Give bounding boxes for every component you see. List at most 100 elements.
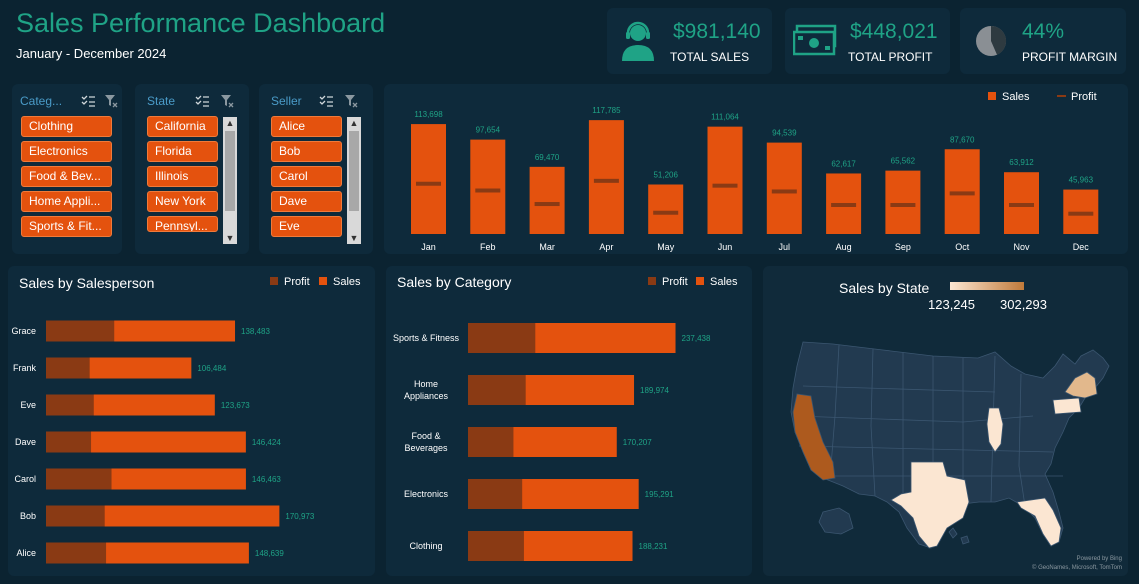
bar-sales-feb — [470, 139, 506, 234]
slicer-item-florida[interactable]: Florida — [147, 141, 218, 162]
bar-profit-electronics — [468, 479, 523, 509]
tick-label-mar: Mar — [539, 242, 555, 252]
scroll-up-icon[interactable]: ▲ — [349, 118, 359, 128]
salesperson-title: Sales by Salesperson — [19, 275, 155, 291]
multi-select-icon[interactable] — [195, 94, 209, 108]
bar-sales-jul — [766, 142, 802, 234]
state-hawaii — [948, 527, 970, 545]
pie-icon — [976, 25, 1007, 56]
multi-select-icon[interactable] — [319, 94, 333, 108]
slicer-seller-scrollbar[interactable]: ▲ ▼ — [347, 117, 361, 244]
map-attribution-bing: Powered by Bing — [1076, 556, 1122, 562]
us-map[interactable] — [763, 266, 1128, 576]
slicer-item-home-appliances[interactable]: Home Appli... — [21, 191, 112, 212]
date-range: January - December 2024 — [16, 46, 167, 61]
data-label-jun: 111,064 — [711, 113, 739, 122]
legend-sales-swatch — [319, 277, 327, 285]
state-california[interactable] — [792, 393, 836, 481]
bar-profit-alice — [46, 542, 107, 564]
slicer-item-california[interactable]: California — [147, 116, 218, 137]
tick-label-home-appliances: Appliances — [404, 391, 449, 401]
clear-filter-icon[interactable] — [104, 94, 118, 108]
slicer-seller: Seller Alice Bob Carol Dave Eve ▲ ▼ — [259, 84, 373, 254]
kpi-total-profit-label: TOTAL PROFIT — [848, 50, 933, 64]
data-label-mar: 69,470 — [535, 153, 560, 162]
state-illinois[interactable] — [986, 407, 1004, 453]
slicer-item-clothing[interactable]: Clothing — [21, 116, 112, 137]
slicer-item-electronics[interactable]: Electronics — [21, 141, 112, 162]
clear-filter-icon[interactable] — [220, 94, 234, 108]
bar-sales-jun — [707, 126, 743, 234]
legend-profit-swatch — [648, 277, 656, 285]
slicer-item-alice[interactable]: Alice — [271, 116, 342, 137]
scroll-thumb[interactable] — [349, 131, 359, 211]
bar-profit-eve — [46, 394, 94, 416]
scroll-down-icon[interactable]: ▼ — [349, 233, 359, 243]
legend-sales: Sales — [319, 276, 361, 288]
bar-sales-sep — [885, 170, 921, 234]
marker-profit-sep — [890, 203, 916, 207]
data-label-eve: 123,673 — [221, 401, 250, 410]
tick-label-may: May — [657, 242, 675, 252]
marker-profit-apr — [593, 178, 619, 183]
slicer-state-scrollbar[interactable]: ▲ ▼ — [223, 117, 237, 244]
tick-label-sep: Sep — [895, 242, 911, 252]
page-title: Sales Performance Dashboard — [16, 8, 386, 38]
slicer-item-food[interactable]: Food & Bev... — [21, 166, 112, 187]
marker-profit-feb — [475, 188, 501, 193]
scroll-thumb[interactable] — [225, 131, 235, 211]
legend-sales-swatch — [988, 92, 996, 100]
data-label-apr: 117,785 — [592, 106, 621, 115]
tick-label-electronics: Electronics — [404, 489, 449, 499]
data-label-alice: 148,639 — [255, 549, 284, 558]
tick-label-clothing: Clothing — [409, 541, 442, 551]
salesperson-chart: Grace 138,483 Frank 106,484 Eve 123,673 Dave 14… — [11, 320, 315, 564]
legend-profit: Profit — [270, 276, 310, 288]
data-label-dec: 45,963 — [1069, 176, 1094, 185]
map-title: Sales by State — [839, 280, 930, 296]
data-label-oct: 87,670 — [950, 135, 975, 144]
scroll-up-icon[interactable]: ▲ — [225, 118, 235, 128]
state-pennsylvania[interactable] — [1052, 397, 1082, 415]
multi-select-icon[interactable] — [81, 94, 95, 108]
slicer-item-sports[interactable]: Sports & Fit... — [21, 216, 112, 237]
marker-profit-jun — [712, 183, 738, 188]
slicer-item-pennsylvania[interactable]: Pennsyl... — [147, 216, 218, 232]
kpi-total-sales: $981,140 TOTAL SALES — [607, 8, 772, 74]
marker-profit-jan — [416, 181, 441, 186]
clear-filter-icon[interactable] — [344, 94, 358, 108]
bar-sales-jan — [411, 124, 446, 234]
slicer-item-bob[interactable]: Bob — [271, 141, 342, 162]
state-florida[interactable] — [1016, 497, 1062, 547]
state-texas[interactable] — [890, 461, 970, 549]
legend-profit: Profit — [1057, 91, 1097, 103]
bar-profit-frank — [46, 357, 90, 379]
bar-sales-may — [648, 184, 684, 234]
tick-label-sports-fitness: Sports & Fitness — [393, 333, 460, 343]
marker-profit-mar — [534, 202, 560, 207]
tick-label-food-beverages: Food & — [411, 431, 440, 441]
slicer-item-eve[interactable]: Eve — [271, 216, 342, 237]
slicer-item-carol[interactable]: Carol — [271, 166, 342, 187]
kpi-profit-margin: 44% PROFIT MARGIN — [960, 8, 1126, 74]
slicer-state: State California Florida Illinois New Yo… — [135, 84, 249, 254]
kpi-total-profit: $448,021 TOTAL PROFIT — [785, 8, 950, 74]
bar-profit-dave — [46, 431, 92, 453]
data-label-nov: 63,912 — [1009, 158, 1034, 167]
tick-label-food-beverages: Beverages — [404, 443, 448, 453]
slicer-item-illinois[interactable]: Illinois — [147, 166, 218, 187]
state-new-york[interactable] — [1064, 371, 1098, 399]
tick-label-feb: Feb — [480, 242, 496, 252]
category-chart: Sports & Fitness 237,438 Home Appliances 189… — [393, 323, 711, 561]
category-panel: Sales by Category Profit Sales Sports & … — [386, 266, 752, 576]
bar-profit-grace — [46, 320, 115, 342]
scroll-down-icon[interactable]: ▼ — [225, 233, 235, 243]
tick-label-frank: Frank — [13, 363, 37, 373]
kpi-total-sales-value: $981,140 — [673, 20, 761, 43]
legend-profit: Profit — [648, 276, 688, 288]
data-label-aug: 62,617 — [831, 159, 856, 168]
tick-label-bob: Bob — [20, 511, 36, 521]
tick-label-grace: Grace — [11, 326, 36, 336]
slicer-item-new-york[interactable]: New York — [147, 191, 218, 212]
slicer-item-dave[interactable]: Dave — [271, 191, 342, 212]
